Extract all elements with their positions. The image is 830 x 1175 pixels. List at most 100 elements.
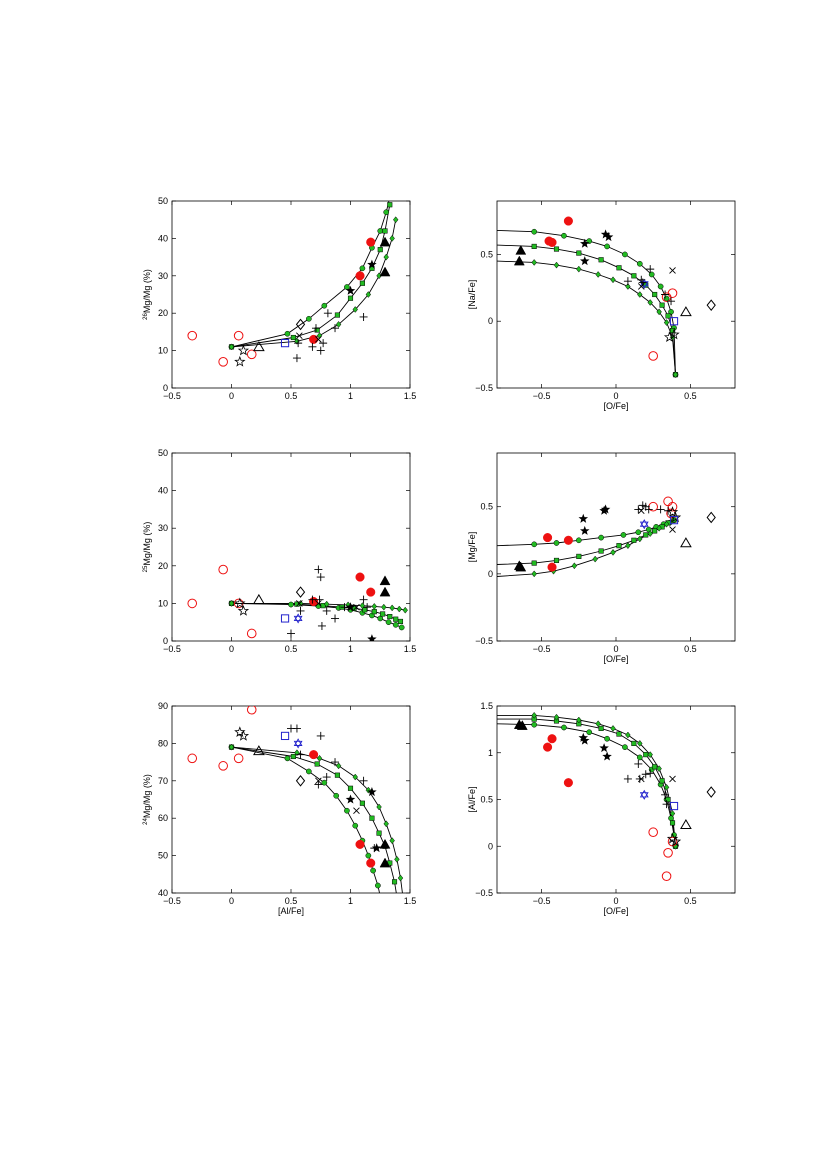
y-tick-label: 1 bbox=[488, 748, 493, 758]
data-point-open-circle-red bbox=[187, 330, 198, 341]
model-point-square bbox=[598, 548, 604, 554]
model-point-square bbox=[553, 557, 560, 563]
data-point-plus-black bbox=[340, 603, 349, 612]
model-point-circle bbox=[604, 243, 610, 250]
model-point-diamond bbox=[656, 765, 662, 773]
model-point-square bbox=[652, 764, 658, 770]
data-point-open-circle-red bbox=[667, 288, 678, 298]
y-tick-label: 0.5 bbox=[480, 502, 493, 512]
model-point-square bbox=[652, 291, 658, 298]
data-point-plus-black bbox=[331, 758, 340, 767]
model-point-square bbox=[362, 607, 368, 613]
model-curve-square bbox=[497, 718, 676, 847]
x-tick-label: 0.5 bbox=[684, 391, 697, 401]
model-point-diamond bbox=[389, 837, 395, 845]
data-point-filled-star-black bbox=[367, 634, 377, 641]
data-point-open-circle-red bbox=[218, 564, 228, 575]
data-point-plus-black bbox=[359, 595, 368, 604]
model-point-diamond bbox=[669, 810, 676, 817]
data-point-open-star-blue bbox=[639, 519, 649, 530]
data-point-open-circle-red bbox=[661, 871, 672, 881]
data-point-open-circle-red bbox=[246, 349, 257, 360]
x-tick-label: 1.5 bbox=[404, 391, 417, 401]
model-point-circle bbox=[387, 195, 392, 200]
data-point-plus-black bbox=[316, 573, 325, 582]
model-point-circle bbox=[375, 882, 381, 889]
data-point-plus-black bbox=[322, 773, 331, 782]
data-point-filled-circle-red bbox=[563, 216, 573, 226]
data-point-filled-star-black bbox=[603, 232, 614, 242]
model-point-circle bbox=[365, 852, 372, 859]
y-axis-label: 26Mg/Mg (%) bbox=[142, 269, 152, 320]
panel-p5: −0.5 0 0.5 1 1.5 40 50 60 70 80 90 [Al/Fe] 24Mg/Mg (… bbox=[142, 701, 416, 916]
data-point-filled-star-black bbox=[580, 525, 590, 535]
data-point-plus-black bbox=[664, 506, 673, 515]
data-point-open-square-blue bbox=[280, 614, 290, 623]
data-point-filled-triangle-black bbox=[513, 255, 525, 266]
data-point-cross-black bbox=[315, 777, 322, 785]
model-point-circle bbox=[648, 271, 655, 278]
model-point-diamond bbox=[637, 291, 643, 298]
model-point-circle bbox=[636, 260, 643, 267]
x-tick-label: −0.5 bbox=[163, 644, 181, 654]
model-point-square bbox=[380, 611, 386, 617]
model-point-square bbox=[631, 273, 637, 279]
model-point-square bbox=[576, 250, 582, 256]
model-point-square bbox=[347, 295, 354, 301]
plot-area bbox=[187, 195, 399, 367]
model-point-diamond bbox=[663, 783, 670, 791]
x-tick-label: −0.5 bbox=[533, 896, 551, 906]
data-point-plus-black bbox=[292, 724, 301, 733]
data-point-open-star-black bbox=[669, 511, 682, 523]
data-point-plus-black bbox=[314, 780, 323, 789]
data-point-open-star-black bbox=[237, 729, 250, 741]
data-point-plus-black bbox=[623, 277, 632, 286]
model-point-diamond bbox=[647, 530, 653, 537]
model-point-circle bbox=[561, 724, 567, 731]
data-point-open-square-blue bbox=[280, 339, 290, 348]
data-point-open-circle-red bbox=[648, 827, 658, 838]
data-point-open-star-black bbox=[234, 355, 246, 367]
data-point-plus-black bbox=[292, 354, 301, 363]
model-point-diamond bbox=[359, 602, 366, 610]
data-point-filled-circle-red bbox=[355, 572, 365, 582]
model-point-diamond bbox=[610, 548, 616, 556]
panel-p6: −0.5 0 0.5 −0.5 0 0.5 1 1.5 [O/Fe] [Al/Fe] bbox=[467, 701, 736, 916]
y-tick-label: 0 bbox=[163, 636, 168, 646]
data-point-plus-black bbox=[359, 776, 368, 785]
model-point-diamond bbox=[576, 716, 582, 724]
data-point-filled-star-black bbox=[367, 787, 377, 797]
model-curve-diamond bbox=[231, 219, 397, 348]
data-point-filled-star-black bbox=[345, 602, 356, 612]
y-axis-label: [Mg/Fe] bbox=[467, 532, 477, 563]
model-point-diamond bbox=[228, 599, 235, 607]
y-tick-label: 40 bbox=[158, 486, 168, 496]
model-point-square bbox=[531, 243, 537, 249]
data-point-filled-star-black bbox=[578, 732, 589, 742]
data-point-plus-black bbox=[644, 505, 653, 514]
data-point-open-triangle-black bbox=[680, 306, 692, 317]
model-point-circle bbox=[392, 621, 399, 628]
model-point-diamond bbox=[228, 343, 235, 351]
model-point-square bbox=[616, 543, 622, 549]
data-point-plus-black bbox=[319, 339, 328, 348]
y-tick-label: 0.5 bbox=[480, 795, 493, 805]
x-tick-label: 0 bbox=[613, 896, 618, 906]
data-point-filled-star-black bbox=[367, 259, 377, 269]
model-point-circle bbox=[377, 228, 384, 234]
data-point-open-diamond-black bbox=[706, 786, 716, 798]
data-point-plus-black bbox=[331, 324, 340, 333]
data-point-filled-star-black bbox=[371, 843, 382, 853]
data-point-filled-triangle-black bbox=[379, 838, 391, 849]
data-point-filled-star-black bbox=[578, 513, 589, 523]
plot-area bbox=[497, 711, 716, 881]
data-point-cross-black bbox=[669, 267, 676, 274]
model-point-circle bbox=[531, 541, 538, 548]
x-axis-label: [O/Fe] bbox=[603, 401, 628, 411]
model-point-square bbox=[369, 815, 375, 821]
model-point-diamond bbox=[637, 535, 643, 543]
data-point-cross-black bbox=[637, 507, 645, 515]
data-point-open-circle-red bbox=[667, 501, 678, 512]
